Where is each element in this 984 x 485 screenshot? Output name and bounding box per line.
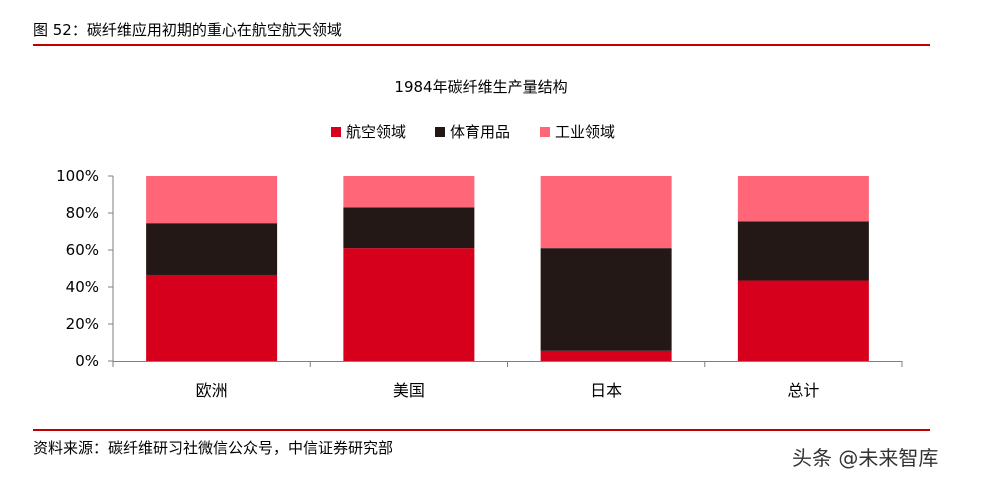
bar-segment-0-0 (146, 274, 278, 361)
y-tick-label-2: 40% (66, 278, 99, 296)
x-tick-label-1: 美国 (393, 381, 425, 400)
bar-segment-3-1 (737, 221, 869, 281)
legend-swatch-2 (540, 127, 550, 137)
source-divider (33, 429, 930, 431)
y-tick-label-0: 0% (75, 352, 99, 370)
bars-group (146, 176, 869, 361)
x-tick-label-3: 总计 (787, 381, 819, 400)
bar-segment-0-2 (146, 176, 278, 224)
y-tick-label-1: 20% (66, 315, 99, 333)
y-tick-label-3: 60% (66, 241, 99, 259)
legend-swatch-0 (331, 127, 341, 137)
bar-segment-3-0 (737, 280, 869, 361)
watermark: 头条 @未来智库 (792, 446, 939, 470)
chart-legend: 航空领域 体育用品 工业领域 (331, 123, 615, 141)
axes-group: 0% 20% 40% 60% 80% 100% 欧洲 美国 日本 总计 (56, 167, 903, 400)
y-tick-label-5: 100% (56, 167, 99, 185)
legend-label-0: 航空领域 (346, 123, 406, 141)
y-tick-label-4: 80% (66, 204, 99, 222)
bar-segment-2-1 (540, 248, 672, 351)
stacked-bar-chart: 1984年碳纤维生产量结构 航空领域 体育用品 工业领域 0% 20% 40% 60% 80… (56, 78, 903, 400)
bar-segment-2-0 (540, 350, 672, 361)
legend-label-1: 体育用品 (450, 123, 510, 141)
chart-title: 1984年碳纤维生产量结构 (394, 78, 567, 96)
bar-segment-3-2 (737, 176, 869, 222)
source-note: 资料来源：碳纤维研习社微信公众号，中信证券研究部 (33, 439, 394, 457)
title-divider (33, 44, 930, 46)
bar-segment-2-2 (540, 176, 672, 249)
bar-segment-1-0 (343, 248, 475, 361)
x-tick-label-2: 日本 (590, 381, 622, 400)
x-tick-label-0: 欧洲 (196, 381, 228, 400)
bar-segment-0-1 (146, 223, 278, 275)
bar-segment-1-2 (343, 176, 475, 208)
bar-segment-1-1 (343, 207, 475, 249)
legend-swatch-1 (435, 127, 445, 137)
legend-label-2: 工业领域 (555, 123, 615, 141)
figure-title: 图 52：碳纤维应用初期的重心在航空航天领域 (33, 21, 342, 39)
